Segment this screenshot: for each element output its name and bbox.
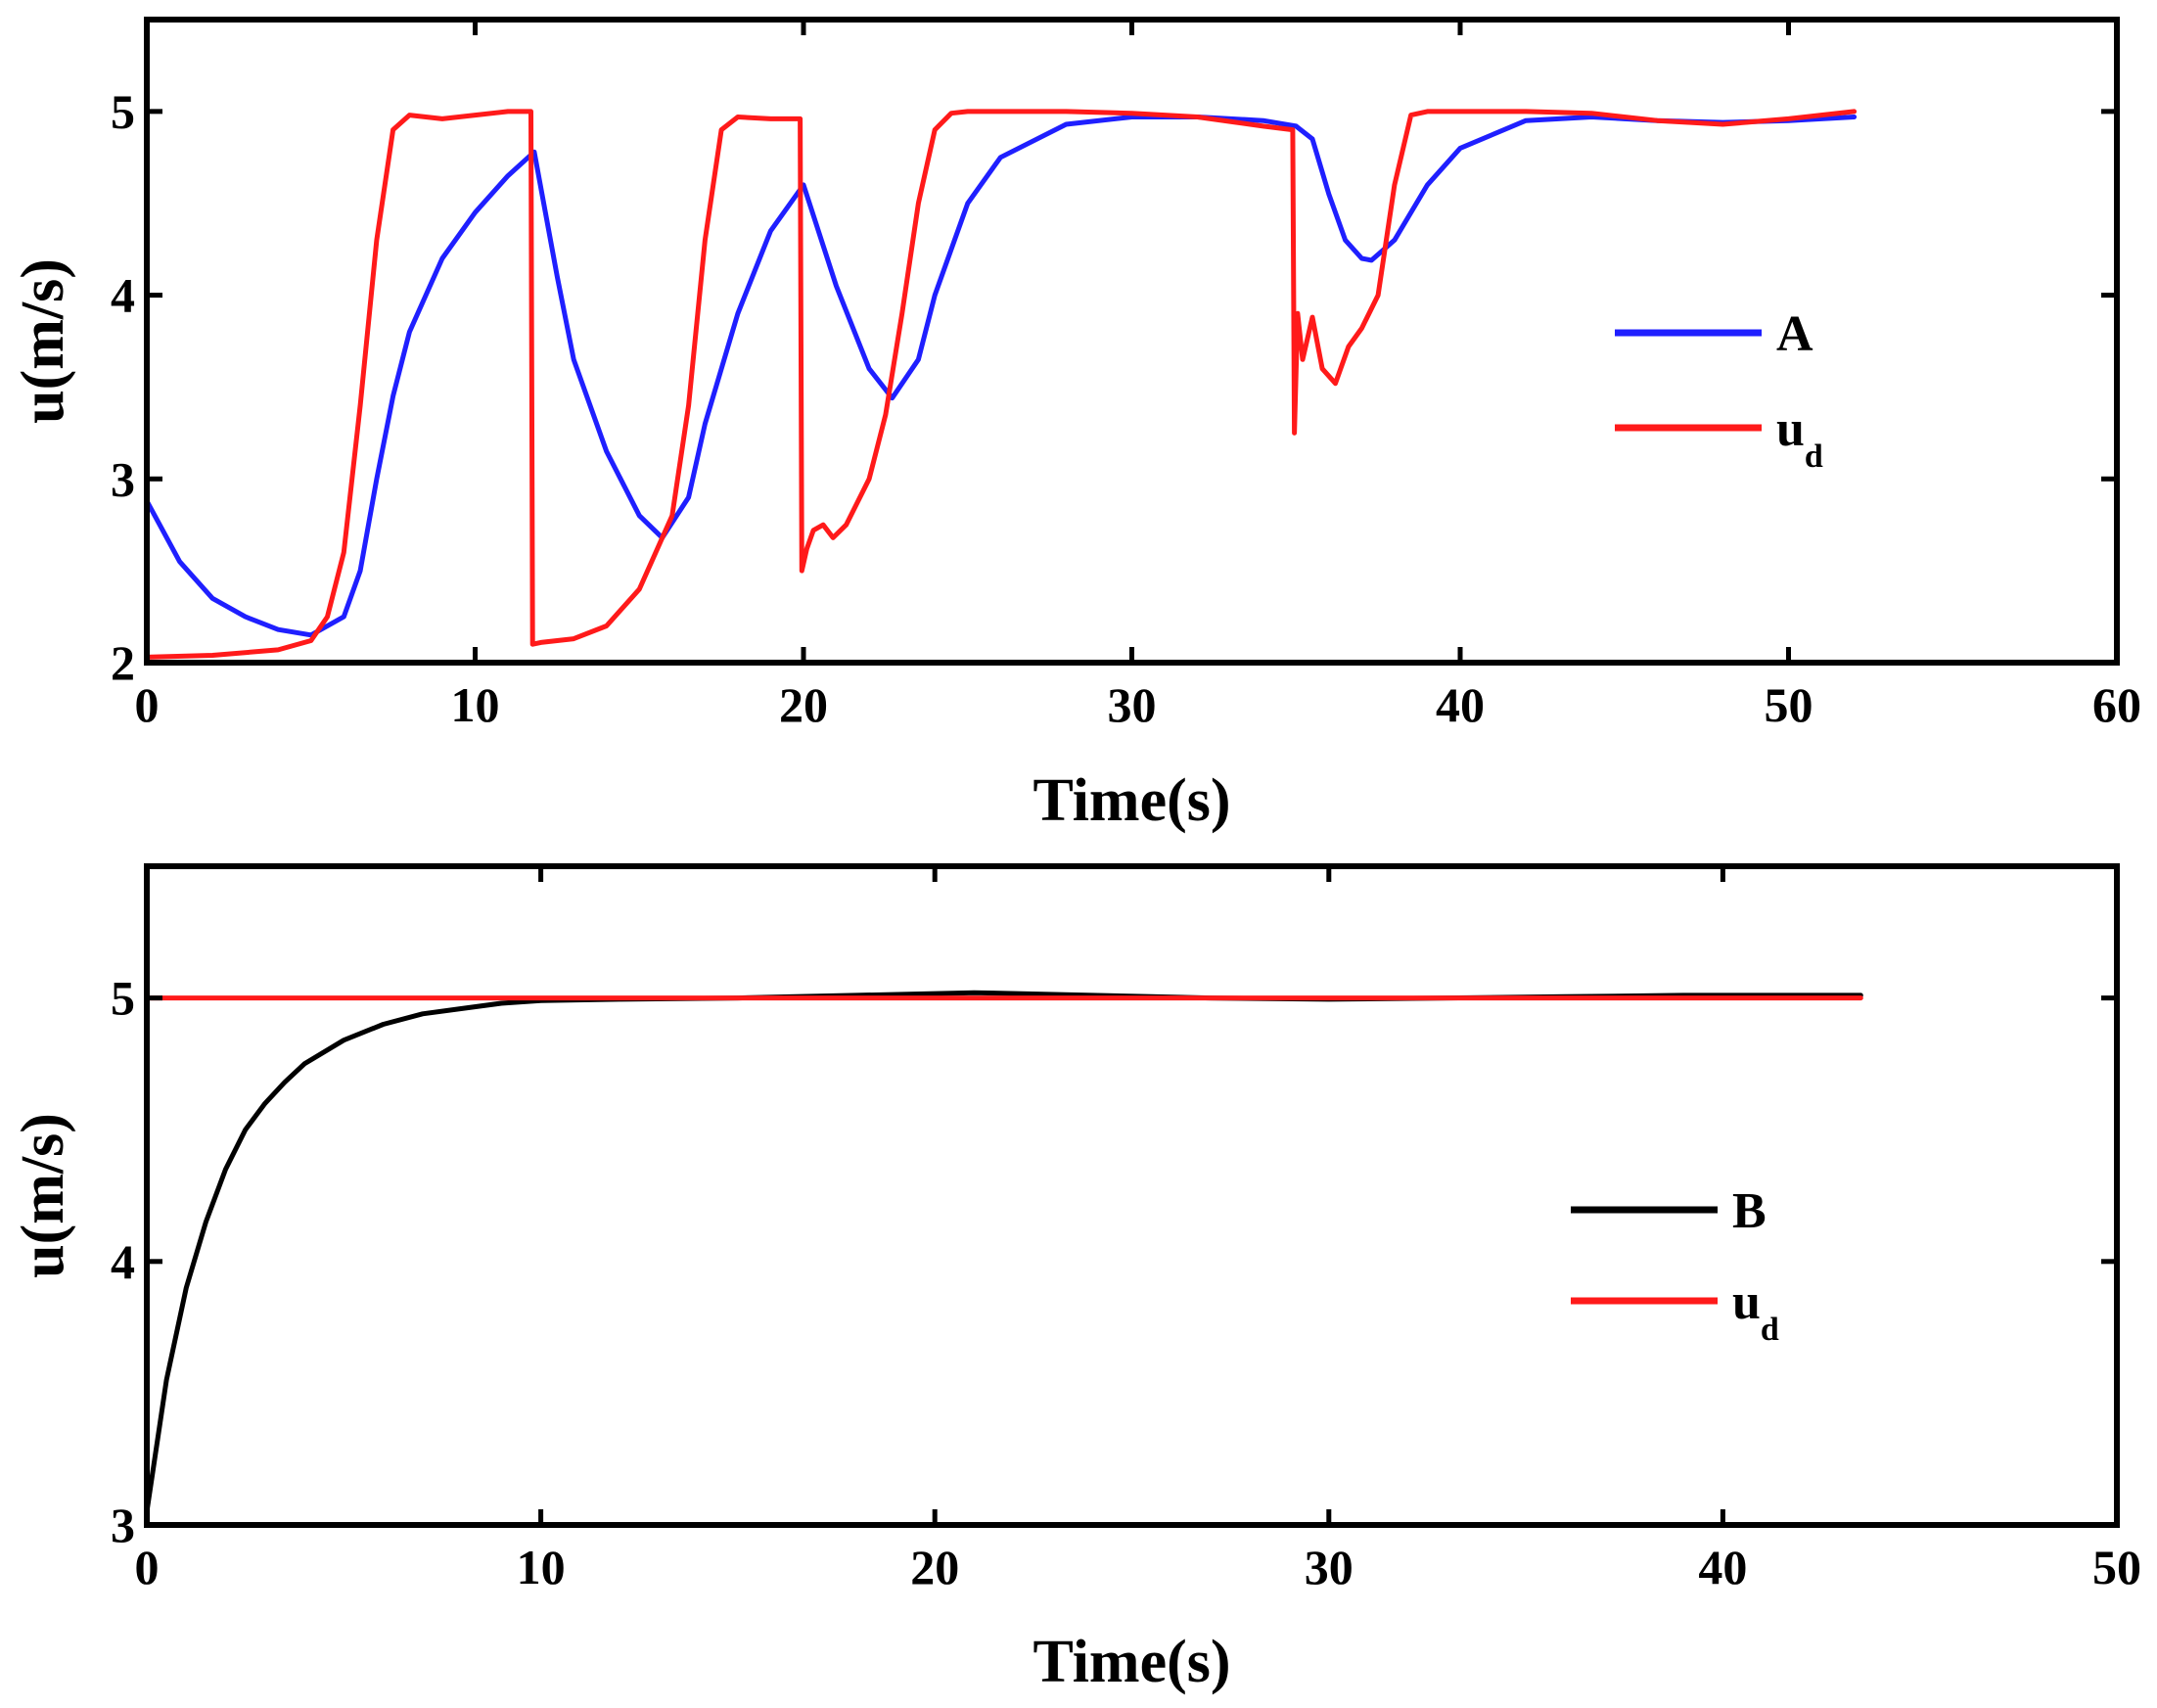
- y-tick-label: 4: [111, 1234, 135, 1289]
- x-axis-label: Time(s): [1033, 1629, 1230, 1695]
- x-tick-label: 20: [910, 1540, 959, 1594]
- x-tick-label: 30: [1108, 677, 1157, 732]
- y-tick-label: 3: [111, 451, 135, 506]
- x-tick-label: 0: [135, 1540, 160, 1594]
- series-line-u-d: [144, 109, 1858, 660]
- x-tick-label: 60: [2092, 677, 2141, 732]
- legend-subscript: d: [1761, 1312, 1779, 1348]
- legend-subscript: d: [1805, 439, 1823, 475]
- chart-panel-bottom: 0 10 20 30 40 50 3 4 5 Time(s) u(m/s) Bud: [10, 863, 2141, 1695]
- y-tick-label: 3: [111, 1498, 135, 1552]
- x-tick-label: 50: [2092, 1540, 2141, 1594]
- x-axis-label: Time(s): [1033, 767, 1230, 834]
- y-tick-label: 2: [111, 635, 135, 690]
- x-tick-label: 40: [1436, 677, 1485, 732]
- x-tick-label: 50: [1765, 677, 1813, 732]
- y-axis-label: u(m/s): [10, 1113, 76, 1278]
- x-tick-label: 20: [779, 677, 828, 732]
- x-tick-label: 40: [1698, 1540, 1747, 1594]
- x-tick-label: 10: [451, 677, 500, 732]
- y-tick-label: 4: [111, 268, 135, 323]
- legend-label-a: A: [1776, 306, 1813, 362]
- legend-label-b: B: [1732, 1183, 1767, 1239]
- x-tick-label: 30: [1305, 1540, 1354, 1594]
- legend: Bud: [1571, 1183, 1779, 1348]
- x-tick-label: 0: [135, 677, 160, 732]
- y-tick-label: 5: [111, 971, 135, 1026]
- plot-area-frame: [144, 863, 2120, 1528]
- y-axis-label: u(m/s): [10, 258, 76, 424]
- y-tick-label: 5: [111, 84, 135, 139]
- x-tick-label: 10: [517, 1540, 566, 1594]
